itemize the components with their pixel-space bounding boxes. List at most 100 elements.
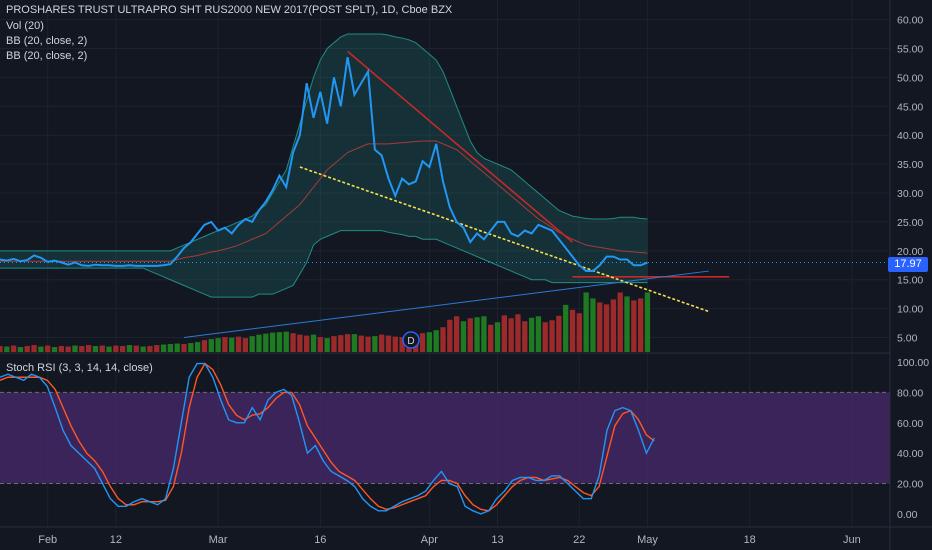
volume-bar <box>474 317 480 352</box>
volume-bar <box>440 327 446 352</box>
price-axis[interactable]: 60.00 55.00 50.00 45.00 40.00 35.00 30.00 25.00… <box>897 15 923 345</box>
volume-bar <box>528 317 535 352</box>
volume-bar <box>85 345 92 352</box>
volume-bar <box>24 346 30 352</box>
volume-bar <box>556 315 562 352</box>
volume-bar <box>522 321 528 352</box>
stoch-rsi-tick-label: 60.00 <box>897 418 923 430</box>
stoch-rsi-band <box>0 391 890 484</box>
volume-bar <box>215 338 221 352</box>
volume-bar <box>644 292 651 352</box>
volume-bar <box>297 334 303 352</box>
volume-bar <box>515 314 521 352</box>
time-tick-label: 18 <box>744 534 756 546</box>
volume-bar <box>235 336 242 352</box>
volume-bar <box>392 336 398 352</box>
volume-bar <box>188 343 194 352</box>
volume-bar <box>508 318 514 352</box>
trend-line <box>183 270 709 339</box>
price-tick-label: 40.00 <box>897 130 923 142</box>
volume-bar <box>249 336 255 352</box>
symbol-title[interactable]: PROSHARES TRUST ULTRAPRO SHT RUS2000 NEW… <box>6 4 453 16</box>
last-price-tag: 17.97 <box>888 257 928 272</box>
volume-bar <box>290 333 296 352</box>
volume-bar <box>467 318 473 352</box>
volume-bar <box>385 335 392 352</box>
volume-bar <box>263 333 269 352</box>
volume-bar <box>120 346 126 352</box>
price-tick-label: 5.00 <box>897 333 918 345</box>
volume-bar <box>174 343 180 352</box>
stoch-rsi-lines <box>0 362 655 515</box>
stoch-rsi-legend[interactable]: Stoch RSI (3, 3, 14, 14, close) <box>6 362 153 374</box>
volume-bar <box>494 322 501 352</box>
close-price-line <box>0 56 648 273</box>
time-axis[interactable]: Feb 12 Mar 16 Apr 13 22 May 18 Jun <box>38 534 861 546</box>
time-tick-label: Feb <box>38 534 57 546</box>
volume-bar <box>338 335 344 352</box>
volume-bar <box>99 345 105 352</box>
dividend-event-marker[interactable] <box>402 331 420 349</box>
price-tick-label: 45.00 <box>897 101 923 113</box>
volume-bar <box>501 315 507 352</box>
bb-legend-2[interactable]: BB (20, close, 2) <box>6 50 88 62</box>
volume-bar <box>72 345 78 352</box>
volume-bar <box>481 316 487 352</box>
stoch-rsi-tick-label: 80.00 <box>897 387 923 399</box>
volume-bar <box>603 304 610 352</box>
volume-bar <box>631 300 637 352</box>
volume-bar <box>563 304 569 352</box>
volume-bars <box>0 292 651 352</box>
time-tick-label: Apr <box>421 534 438 546</box>
time-tick-label: Jun <box>843 534 861 546</box>
volume-legend[interactable]: Vol (20) <box>6 20 44 32</box>
stoch-rsi-band-fill <box>0 392 890 484</box>
volume-bar <box>351 334 358 352</box>
bb-upper-band <box>0 33 648 252</box>
stoch-rsi-tick-label: 40.00 <box>897 448 923 460</box>
volume-bar <box>447 319 453 352</box>
volume-bar <box>433 330 439 352</box>
volume-bar <box>222 337 228 352</box>
stoch-rsi-axis[interactable]: 100.00 80.00 60.00 40.00 20.00 0.00 <box>897 357 929 521</box>
volume-bar <box>242 338 249 352</box>
volume-bar <box>229 337 235 352</box>
volume-bar <box>167 344 174 352</box>
stoch-rsi-tick-label: 0.00 <box>897 509 918 521</box>
volume-bar <box>126 345 133 352</box>
volume-bar <box>583 292 589 352</box>
price-tick-label: 50.00 <box>897 72 923 84</box>
volume-bar <box>283 331 289 352</box>
volume-bar <box>38 346 44 352</box>
volume-bar <box>4 346 10 352</box>
volume-bar <box>590 298 596 352</box>
volume-bar <box>10 345 17 352</box>
volume-bar <box>624 296 630 352</box>
stoch-rsi-tick-label: 20.00 <box>897 479 923 491</box>
volume-bar <box>58 346 64 352</box>
stoch-rsi-tick-label: 100.00 <box>897 357 929 369</box>
volume-bar <box>399 337 405 352</box>
bb-legend-1[interactable]: BB (20, close, 2) <box>6 35 88 47</box>
volume-bar <box>147 346 153 352</box>
price-tick-label: 10.00 <box>897 304 923 316</box>
volume-bar <box>208 339 214 352</box>
time-tick-label: Mar <box>209 534 228 546</box>
trend-lines[interactable] <box>183 50 730 339</box>
volume-bar <box>310 334 317 352</box>
volume-bar <box>160 344 167 352</box>
volume-bar <box>106 346 112 352</box>
volume-bar <box>65 346 71 352</box>
volume-bar <box>419 333 426 352</box>
volume-bar <box>317 337 323 352</box>
volume-bar <box>569 309 576 352</box>
volume-bar <box>549 320 555 352</box>
volume-bar <box>276 332 283 352</box>
volume-bar <box>426 332 433 352</box>
volume-bar <box>358 335 364 352</box>
volume-bar <box>331 336 337 352</box>
volume-bar <box>453 316 460 352</box>
trend-line <box>299 166 710 313</box>
volume-bar <box>542 322 548 352</box>
